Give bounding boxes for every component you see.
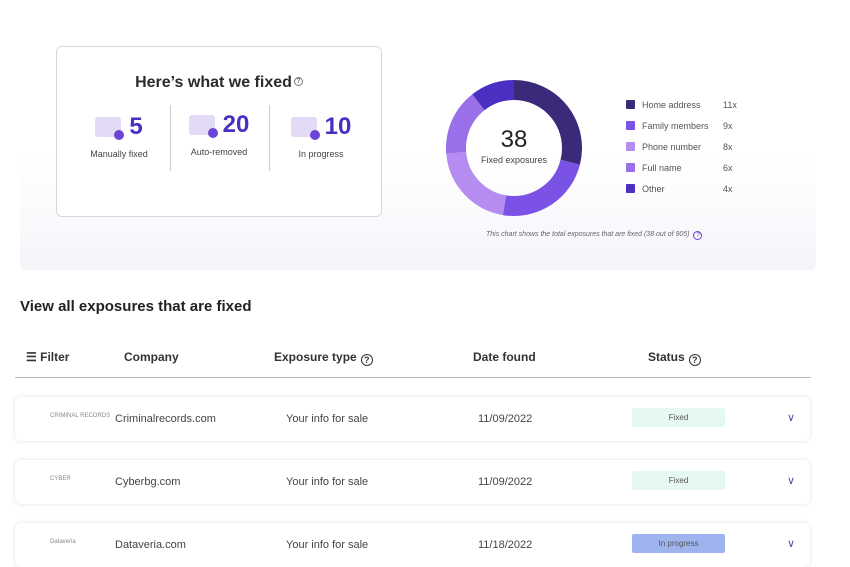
filter-button[interactable]: ☰ Filter [26, 350, 70, 364]
legend-swatch [626, 121, 635, 130]
chart-legend: Home address 11x Family members 9x Phone n… [626, 94, 737, 199]
donut-segment-full-name [446, 94, 485, 154]
help-icon[interactable]: ? [688, 354, 701, 366]
help-icon[interactable]: ? [293, 77, 303, 86]
column-company[interactable]: Company [124, 350, 179, 364]
legend-swatch [626, 100, 635, 109]
donut-segment-phone-number [446, 151, 507, 216]
column-exposure-type[interactable]: Exposure type? [274, 350, 373, 366]
exposure-type: Your info for sale [286, 539, 369, 551]
exposure-type: Your info for sale [286, 413, 369, 425]
donut-segment-home-address [513, 80, 582, 165]
company-name: Criminalrecords.com [115, 413, 216, 425]
date-found: 11/09/2022 [478, 476, 533, 488]
company-logo: CRIMINAL RECORDS [50, 413, 111, 419]
document-minus-icon [188, 115, 218, 138]
status-badge: In progress [632, 534, 725, 553]
company-name: Dataveria.com [115, 539, 186, 551]
donut-center-label: Fixed exposures [480, 155, 548, 165]
fixed-summary-card: Here’s what we fixed? 5 Manually fixed 2… [56, 46, 382, 217]
table-row[interactable]: CRIMINAL RECORDS Criminalrecords.com You… [15, 397, 810, 441]
donut-segment-family-members [502, 159, 580, 216]
fixed-summary-title: Here’s what we fixed? [57, 74, 381, 92]
chart-note: This chart shows the total exposures tha… [486, 231, 703, 240]
table-header: ☰ Filter Company Exposure type? Date fou… [15, 346, 811, 378]
legend-swatch [626, 142, 635, 151]
table-row[interactable]: CYBER Cyberbg.com Your info for sale 11/… [15, 460, 810, 504]
stat-in-progress: 10 In progress [271, 113, 371, 159]
status-badge: Fixed [632, 408, 725, 427]
legend-item: Home address 11x [626, 94, 737, 115]
help-icon[interactable]: ? [693, 231, 703, 240]
company-name: Cyberbg.com [115, 476, 181, 488]
column-status[interactable]: Status? [648, 350, 701, 366]
filter-icon: ☰ [26, 350, 37, 364]
chevron-down-icon[interactable]: ∨ [787, 475, 796, 487]
status-badge: Fixed [632, 471, 725, 490]
help-icon[interactable]: ? [360, 354, 373, 366]
chevron-down-icon[interactable]: ∨ [787, 538, 796, 550]
legend-swatch [626, 163, 635, 172]
company-logo: CYBER [50, 476, 71, 482]
date-found: 11/09/2022 [478, 413, 533, 425]
document-check-icon [95, 117, 125, 140]
section-title: View all exposures that are fixed [20, 298, 252, 315]
donut-center-value: 38 [500, 126, 528, 153]
table-row[interactable]: Dataveria Dataveria.com Your info for sa… [15, 523, 810, 567]
exposure-type: Your info for sale [286, 476, 369, 488]
exposures-donut-chart [446, 80, 582, 216]
legend-item: Full name 6x [626, 157, 737, 178]
donut-segment-other [472, 80, 515, 111]
column-date-found[interactable]: Date found [473, 350, 536, 364]
chevron-down-icon[interactable]: ∨ [787, 412, 796, 424]
date-found: 11/18/2022 [478, 539, 533, 551]
divider [269, 105, 270, 171]
stat-manually-fixed: 5 Manually fixed [90, 113, 148, 159]
divider [170, 105, 171, 171]
company-logo: Dataveria [50, 539, 76, 545]
stat-auto-removed: 20 Auto-removed [169, 111, 269, 157]
legend-item: Other 4x [626, 178, 737, 199]
legend-item: Family members 9x [626, 115, 737, 136]
legend-item: Phone number 8x [626, 136, 737, 157]
legend-swatch [626, 184, 635, 193]
document-refresh-icon [290, 117, 320, 140]
